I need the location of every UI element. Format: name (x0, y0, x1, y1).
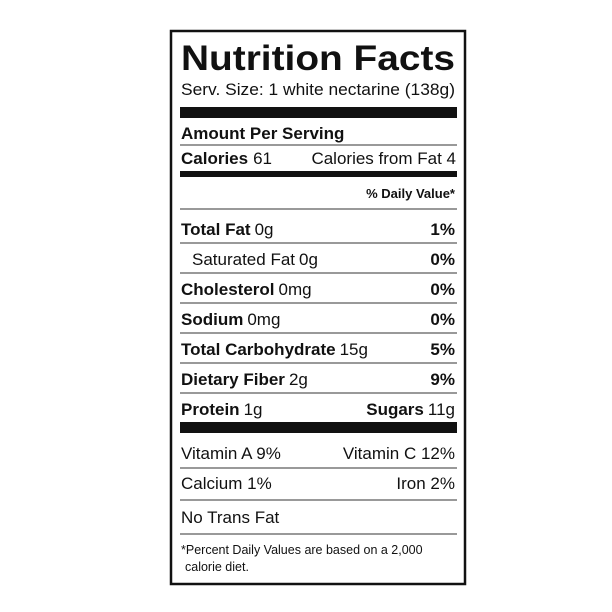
nutrient-dv: 0% (430, 280, 455, 299)
nutrient: Total Fat 0g (181, 220, 274, 239)
calories: Calories 61 (181, 149, 272, 168)
nutrient-name: Sodium (181, 310, 243, 329)
nutrient-amount: 0mg (279, 280, 312, 299)
nutrient: Sodium 0mg (181, 310, 280, 329)
title: Nutrition Facts (181, 39, 455, 78)
label-border (169, 29, 467, 586)
nutrient-name: Saturated Fat (192, 250, 295, 269)
thick-bar (180, 422, 457, 433)
serving-size: Serv. Size: 1 white nectarine (138g) (181, 80, 455, 99)
vitamin: Vitamin C 12% (343, 444, 455, 463)
calories-value: 61 (253, 149, 272, 168)
footnote: *Percent Daily Values are based on a 2,0… (181, 543, 423, 557)
nutrient-name: Total Carbohydrate (181, 340, 336, 359)
protein-name: Protein (181, 400, 240, 419)
nutrient-dv: 5% (430, 340, 455, 359)
nutrient-name: Dietary Fiber (181, 370, 285, 389)
footnote: calorie diet. (185, 560, 249, 574)
vitamin: Calcium 1% (181, 474, 272, 493)
nutrient-dv: 9% (430, 370, 455, 389)
nutrient: Cholesterol 0mg (181, 280, 312, 299)
nutrient: Saturated Fat 0g (192, 250, 318, 269)
nutrient-dv: 1% (430, 220, 455, 239)
medium-bar (180, 171, 457, 177)
sugars-name: Sugars (366, 400, 424, 419)
calories-from-fat: Calories from Fat 4 (311, 149, 456, 168)
nutrient-amount: 15g (340, 340, 368, 359)
calories-label: Calories (181, 149, 248, 168)
sugars: Sugars 11g (366, 400, 455, 419)
protein: Protein 1g (181, 400, 262, 419)
nutrient-name: Total Fat (181, 220, 251, 239)
nutrient-amount: 0g (299, 250, 318, 269)
nutrient-amount: 2g (289, 370, 308, 389)
nutrient-name: Cholesterol (181, 280, 275, 299)
sugars-amount: 11g (428, 400, 455, 419)
amount-per-serving: Amount Per Serving (181, 124, 344, 143)
vitamin: Vitamin A 9% (181, 444, 281, 463)
protein-amount: 1g (244, 400, 263, 419)
thick-bar (180, 107, 457, 118)
daily-value-header: % Daily Value* (366, 186, 456, 201)
trans-fat: No Trans Fat (181, 508, 280, 527)
nutrient: Dietary Fiber 2g (181, 370, 308, 389)
nutrient-amount: 0mg (247, 310, 280, 329)
vitamin: Iron 2% (396, 474, 455, 493)
nutrient-dv: 0% (430, 310, 455, 329)
nutrient-amount: 0g (255, 220, 274, 239)
nutrient-dv: 0% (430, 250, 455, 269)
nutrient: Total Carbohydrate 15g (181, 340, 368, 359)
